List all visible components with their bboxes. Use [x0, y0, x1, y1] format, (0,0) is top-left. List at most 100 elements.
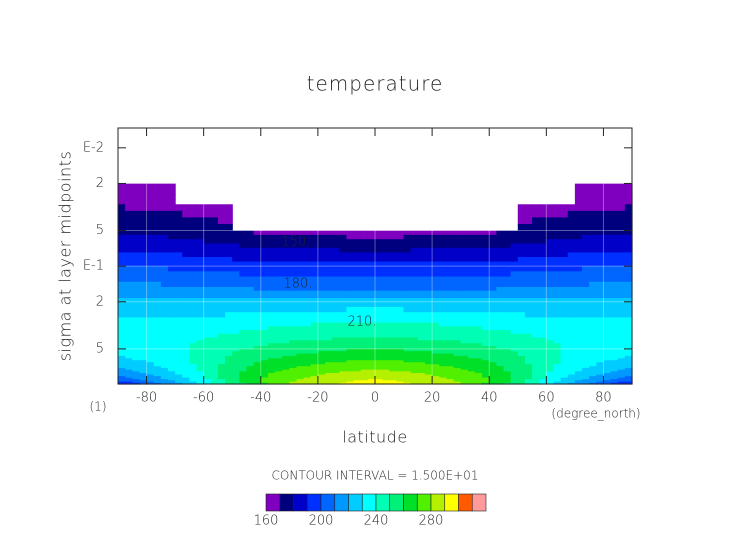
cell-part — [560, 351, 569, 355]
cell-part — [403, 351, 412, 355]
cell-part — [496, 346, 505, 350]
cell-part — [603, 322, 612, 327]
cell-part — [325, 257, 333, 263]
cell-part — [482, 360, 490, 363]
cell-part — [167, 276, 176, 283]
cell-part — [546, 217, 555, 225]
cell-part — [467, 243, 476, 249]
cell-part — [567, 351, 576, 355]
cell-part — [596, 301, 605, 308]
cell-part — [624, 193, 633, 200]
cell-part — [474, 337, 483, 341]
cell — [375, 337, 405, 350]
cell-part — [467, 353, 476, 357]
cell-part — [339, 312, 348, 319]
cell-part — [239, 355, 248, 359]
cell-part — [396, 276, 405, 283]
cell-part — [560, 287, 569, 292]
cell-part — [446, 281, 455, 288]
cell-part — [567, 373, 576, 376]
cell-part — [139, 257, 148, 263]
cell-part — [460, 376, 469, 379]
cell-part — [167, 247, 176, 254]
cell-part — [375, 360, 383, 363]
cell-part — [225, 358, 233, 361]
cell-part — [574, 379, 583, 381]
cell-part — [596, 374, 605, 377]
cell-part — [253, 322, 262, 327]
cell-part — [560, 298, 569, 303]
cell-part — [439, 243, 447, 249]
cell — [403, 247, 433, 267]
field — [118, 183, 633, 385]
cell-part — [260, 340, 269, 344]
cell-part — [332, 294, 340, 299]
cell — [175, 337, 205, 350]
cell-part — [182, 337, 190, 341]
cell-part — [603, 353, 612, 357]
cell-part — [232, 362, 240, 365]
cell-part — [310, 298, 319, 303]
cell-part — [225, 317, 233, 324]
cell-part — [539, 333, 547, 339]
cell-part — [210, 223, 219, 232]
cell-part — [246, 322, 255, 327]
cell-part — [160, 199, 169, 205]
cell-part — [160, 333, 169, 339]
cell-part — [517, 340, 526, 344]
cell-part — [617, 371, 626, 374]
cell-part — [346, 317, 355, 324]
cell-part — [246, 362, 255, 365]
cell — [574, 204, 605, 232]
cell-part — [510, 379, 519, 381]
cell-part — [596, 367, 605, 371]
cell — [517, 348, 547, 359]
cell-part — [317, 330, 326, 335]
cell-part — [603, 326, 612, 331]
cell-part — [182, 367, 190, 371]
cell-part — [325, 371, 333, 374]
cell-part — [232, 351, 240, 355]
cell-part — [617, 381, 626, 384]
cell-part — [332, 239, 340, 245]
cell-part — [325, 243, 333, 249]
cell-part — [489, 261, 497, 267]
cell-part — [589, 217, 597, 225]
cell-part — [489, 364, 497, 367]
cell-part — [610, 217, 619, 225]
cell — [289, 266, 319, 288]
cell-part — [360, 348, 369, 352]
cell-part — [510, 348, 519, 352]
cell-part — [589, 223, 597, 232]
cell-part — [396, 377, 405, 380]
cell-part — [417, 298, 426, 303]
cell-part — [524, 307, 533, 313]
cell-part — [182, 239, 190, 245]
cell-part — [160, 380, 169, 383]
cell-part — [160, 276, 169, 283]
cell-part — [275, 276, 283, 283]
cell-part — [396, 358, 405, 361]
cell-part — [167, 373, 176, 376]
cell-part — [489, 322, 497, 327]
cell-part — [182, 360, 190, 363]
cell-part — [375, 381, 383, 384]
cell-part — [160, 247, 169, 254]
cell-part — [396, 271, 405, 278]
cell-part — [275, 374, 283, 377]
cell-part — [439, 307, 447, 313]
cell-part — [339, 317, 348, 324]
cell-part — [375, 374, 383, 377]
cell-part — [289, 364, 298, 367]
contour-interval: CONTOUR INTERVAL = 1.500E+01 — [272, 469, 479, 483]
cell-part — [289, 252, 298, 258]
cell-part — [389, 312, 398, 319]
cell-part — [567, 337, 576, 341]
cell-part — [360, 317, 369, 324]
cell-part — [310, 257, 319, 263]
cell-part — [603, 340, 612, 344]
cell-part — [167, 326, 176, 331]
cell-part — [539, 230, 547, 236]
contour-label: 210. — [348, 315, 377, 330]
cell-part — [153, 360, 162, 363]
